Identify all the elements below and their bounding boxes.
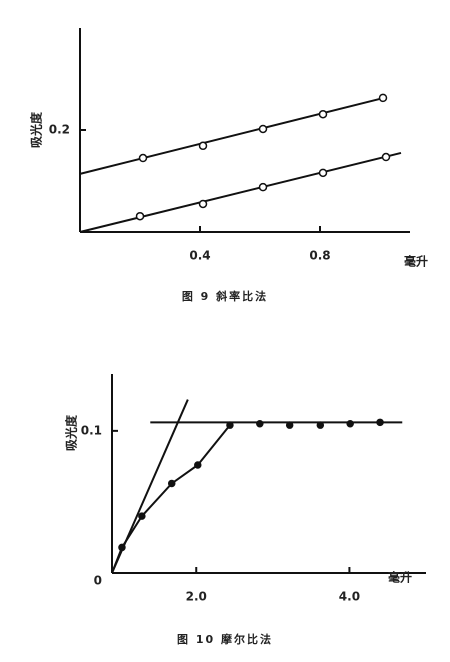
line: [79, 151, 402, 233]
y-tick-label: 0.2: [49, 123, 70, 137]
point: [381, 152, 391, 162]
point: [258, 182, 268, 192]
point: [198, 141, 208, 151]
point: [346, 420, 354, 428]
point: [378, 93, 388, 103]
line: [79, 96, 387, 175]
point: [318, 109, 328, 119]
y-axis-label: 吸光度: [64, 414, 79, 451]
y-tick-label: 0: [94, 574, 102, 588]
point: [194, 461, 202, 469]
x-tick-label: 2.0: [186, 590, 207, 604]
line: [111, 424, 231, 574]
point: [226, 421, 234, 429]
caption: 图 9 斜率比法: [182, 289, 268, 303]
caption: 图 10 摩尔比法: [177, 632, 273, 646]
point: [198, 199, 208, 209]
point: [318, 168, 328, 178]
x-tick-label: 0.4: [189, 249, 210, 263]
point: [258, 124, 268, 134]
point: [285, 421, 294, 429]
y-axis-label: 吸光度: [29, 111, 44, 148]
point: [138, 153, 148, 163]
point: [138, 512, 146, 520]
point: [167, 479, 176, 488]
point: [256, 420, 264, 428]
x-tick-label: 4.0: [339, 590, 360, 604]
point: [376, 418, 384, 427]
x-tick-label: 0.8: [309, 249, 330, 263]
x-axis-label: 毫升: [388, 570, 412, 585]
y-tick-label: 0.1: [81, 423, 102, 437]
point: [316, 421, 325, 429]
point: [135, 211, 145, 221]
x-axis-label: 毫升: [404, 254, 428, 269]
point: [118, 543, 126, 552]
